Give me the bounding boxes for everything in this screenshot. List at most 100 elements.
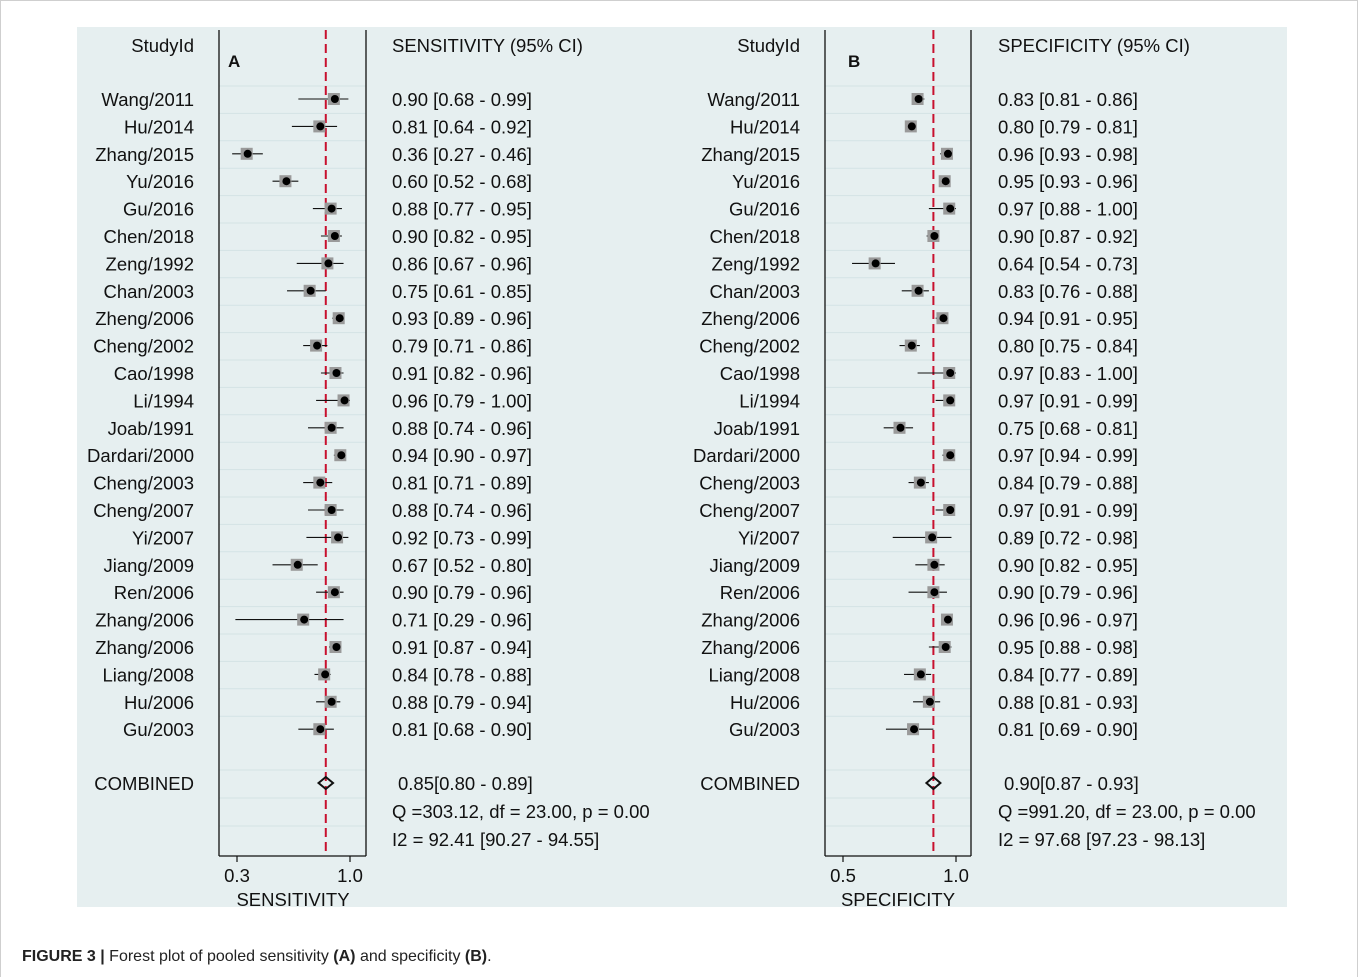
- panel-b-study-name: Cheng/2007: [699, 500, 800, 521]
- panel-b-study-name: Joab/1991: [714, 418, 800, 439]
- panel-a-i2-statistic: I2 = 92.41 [90.27 - 94.55]: [392, 829, 599, 850]
- panel-b-study-estimate-label: 0.96 [0.96 - 0.97]: [998, 610, 1138, 631]
- panel-a-study-name: Jiang/2009: [103, 555, 194, 576]
- panel-b-x-tick-label: 0.5: [830, 865, 856, 886]
- panel-a-study-header: StudyId: [131, 35, 194, 56]
- panel-b-study-estimate-label: 0.81 [0.69 - 0.90]: [998, 719, 1138, 740]
- panel-a-point-estimate: [332, 369, 341, 377]
- panel-b-combined-estimate-label: 0.90[0.87 - 0.93]: [1004, 773, 1139, 794]
- panel-a-point-estimate: [313, 341, 322, 350]
- panel-b-study-estimate-label: 0.90 [0.87 - 0.92]: [998, 226, 1138, 247]
- panel-b-point-estimate: [907, 341, 916, 350]
- panel-a-study-name: Cheng/2007: [93, 500, 194, 521]
- panel-a-study-estimate-label: 0.81 [0.68 - 0.90]: [392, 719, 532, 740]
- panel-a-point-estimate: [327, 423, 336, 432]
- panel-b-combined-label: COMBINED: [700, 773, 800, 794]
- caption-text-post: .: [487, 948, 492, 965]
- panel-a-estimate-header: SENSITIVITY (95% CI): [392, 35, 583, 56]
- caption-text-pre: Forest plot of pooled sensitivity: [104, 948, 334, 965]
- panel-a-x-tick-label: 1.0: [337, 865, 363, 886]
- panel-a-study-name: Cheng/2003: [93, 473, 194, 494]
- panel-a-study-estimate-label: 0.71 [0.29 - 0.96]: [392, 610, 532, 631]
- panel-b-study-name: Gu/2016: [729, 199, 800, 220]
- panel-b-point-estimate: [946, 369, 955, 377]
- panel-b-study-name: Yi/2007: [738, 527, 800, 548]
- caption-panel-a: (A): [333, 948, 356, 965]
- panel-b-study-estimate-label: 0.75 [0.68 - 0.81]: [998, 418, 1138, 439]
- panel-b-x-tick-label: 1.0: [943, 865, 969, 886]
- panel-a-study-estimate-label: 0.93 [0.89 - 0.96]: [392, 308, 532, 329]
- panel-b-study-estimate-label: 0.90 [0.82 - 0.95]: [998, 555, 1138, 576]
- panel-b-i2-statistic: I2 = 97.68 [97.23 - 98.13]: [998, 829, 1205, 850]
- panel-a-combined-estimate-label: 0.85[0.80 - 0.89]: [398, 773, 533, 794]
- panel-a-point-estimate: [327, 506, 336, 514]
- panel-b-point-estimate: [946, 451, 955, 460]
- panel-a-x-axis-label: SENSITIVITY: [236, 889, 349, 910]
- panel-b-point-estimate: [941, 643, 950, 651]
- panel-b-study-estimate-label: 0.95 [0.93 - 0.96]: [998, 171, 1138, 192]
- panel-b-study-estimate-label: 0.97 [0.83 - 1.00]: [998, 363, 1138, 384]
- panel-a-study-estimate-label: 0.81 [0.71 - 0.89]: [392, 473, 532, 494]
- panel-a-study-estimate-label: 0.86 [0.67 - 0.96]: [392, 253, 532, 274]
- panel-b-study-name: Jiang/2009: [709, 555, 800, 576]
- panel-a-study-name: Zhang/2006: [95, 637, 194, 658]
- panel-b-point-estimate: [896, 423, 905, 432]
- panel-a-study-name: Zeng/1992: [106, 253, 194, 274]
- panel-b-study-name: Cheng/2002: [699, 336, 800, 357]
- panel-b-point-estimate: [914, 95, 923, 103]
- panel-a-study-name: Cao/1998: [114, 363, 194, 384]
- panel-b-study-name: Zhang/2006: [701, 637, 800, 658]
- panel-a-study-name: Liang/2008: [102, 664, 194, 685]
- caption-label: FIGURE 3 |: [22, 948, 105, 965]
- panel-a-study-name: Dardari/2000: [87, 445, 194, 466]
- panel-a-point-estimate: [306, 286, 315, 295]
- panel-a-study-estimate-label: 0.79 [0.71 - 0.86]: [392, 336, 532, 357]
- panel-b-study-name: Liang/2008: [708, 664, 800, 685]
- panel-b-study-estimate-label: 0.90 [0.79 - 0.96]: [998, 582, 1138, 603]
- panel-a-point-estimate: [300, 615, 309, 624]
- panel-b-study-name: Zhang/2006: [701, 610, 800, 631]
- panel-b-study-name: Dardari/2000: [693, 445, 800, 466]
- plot-background: [77, 27, 1287, 907]
- panel-a-point-estimate: [337, 451, 346, 460]
- panel-b-study-name: Cheng/2003: [699, 473, 800, 494]
- panel-b-study-name: Zhang/2015: [701, 144, 800, 165]
- panel-a-study-name: Chan/2003: [103, 281, 194, 302]
- panel-a-point-estimate: [316, 478, 325, 487]
- panel-a-point-estimate: [327, 204, 336, 213]
- panel-b-study-estimate-label: 0.80 [0.75 - 0.84]: [998, 336, 1138, 357]
- panel-b-point-estimate: [914, 286, 923, 295]
- panel-a-study-estimate-label: 0.90 [0.68 - 0.99]: [392, 89, 532, 110]
- panel-b-study-name: Li/1994: [739, 390, 800, 411]
- panel-a-study-name: Hu/2006: [124, 692, 194, 713]
- panel-a-study-estimate-label: 0.36 [0.27 - 0.46]: [392, 144, 532, 165]
- panel-b-study-name: Gu/2003: [729, 719, 800, 740]
- panel-b-study-name: Chan/2003: [709, 281, 800, 302]
- panel-a-study-name: Li/1994: [133, 390, 194, 411]
- panel-b-point-estimate: [939, 314, 948, 323]
- panel-a-study-estimate-label: 0.92 [0.73 - 0.99]: [392, 527, 532, 548]
- panel-a-study-name: Cheng/2002: [93, 336, 194, 357]
- panel-a-x-tick-label: 0.3: [224, 865, 250, 886]
- panel-a-study-estimate-label: 0.81 [0.64 - 0.92]: [392, 116, 532, 137]
- panel-b-study-name: Wang/2011: [707, 89, 800, 110]
- panel-b-point-estimate: [943, 149, 952, 158]
- panel-b-study-name: Hu/2006: [730, 692, 800, 713]
- panel-b-study-estimate-label: 0.84 [0.79 - 0.88]: [998, 473, 1138, 494]
- panel-b-point-estimate: [943, 615, 952, 624]
- panel-b-point-estimate: [916, 478, 925, 487]
- panel-b-study-estimate-label: 0.80 [0.79 - 0.81]: [998, 116, 1138, 137]
- panel-a-study-name: Gu/2003: [123, 719, 194, 740]
- panel-b-point-estimate: [907, 122, 916, 131]
- panel-a-study-name: Yu/2016: [126, 171, 194, 192]
- panel-a-study-name: Wang/2011: [101, 89, 194, 110]
- panel-a-study-estimate-label: 0.96 [0.79 - 1.00]: [392, 390, 532, 411]
- panel-a-study-name: Zhang/2015: [95, 144, 194, 165]
- panel-a-combined-diamond: [316, 775, 335, 791]
- panel-b-study-estimate-label: 0.84 [0.77 - 0.89]: [998, 664, 1138, 685]
- panel-b-estimate-header: SPECIFICITY (95% CI): [998, 35, 1190, 56]
- panel-b-study-estimate-label: 0.97 [0.88 - 1.00]: [998, 199, 1138, 220]
- panel-a-point-estimate: [340, 396, 349, 405]
- panel-a-study-estimate-label: 0.91 [0.87 - 0.94]: [392, 637, 532, 658]
- panel-b-study-name: Cao/1998: [720, 363, 800, 384]
